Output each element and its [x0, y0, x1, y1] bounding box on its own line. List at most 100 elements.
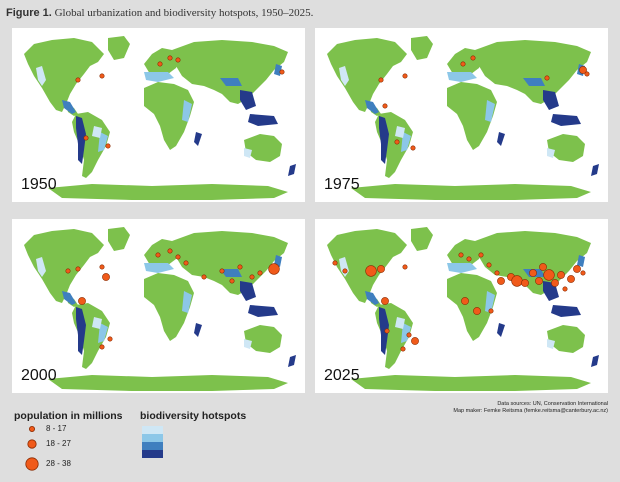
- hotspot-sundaland: [551, 114, 581, 126]
- city-marker: [460, 61, 466, 67]
- world-map-2000: [24, 227, 296, 391]
- map-panel-1950: 1950: [12, 28, 305, 202]
- hotspot-indochina: [240, 281, 256, 301]
- hotspot-sundaland: [248, 305, 278, 317]
- antarctica-land: [48, 375, 288, 391]
- city-marker: [279, 69, 285, 75]
- population-legend-label: 28 - 38: [46, 459, 71, 468]
- world-map-1950: [24, 36, 296, 200]
- city-marker: [400, 346, 406, 352]
- hotspot-new-zealand: [591, 355, 599, 367]
- city-marker: [562, 286, 568, 292]
- city-marker: [257, 270, 263, 276]
- north-america-land: [327, 229, 407, 303]
- city-marker: [183, 260, 189, 266]
- hotspot-east-africa: [182, 291, 192, 313]
- hotspot-atlantic-forest: [98, 323, 108, 343]
- north-america-land: [327, 38, 407, 112]
- africa-land: [144, 273, 194, 341]
- hotspot-sundaland: [551, 305, 581, 317]
- hotspot-new-zealand: [591, 164, 599, 176]
- hotspot-swatch-4: [142, 450, 163, 458]
- city-marker: [384, 328, 390, 334]
- hotspot-swatch-3: [142, 442, 163, 450]
- hotspot-andes: [76, 116, 86, 164]
- hotspot-himalaya: [220, 269, 242, 277]
- hotspot-swa: [547, 339, 555, 349]
- city-marker: [107, 336, 113, 342]
- city-marker: [543, 269, 555, 281]
- hotspot-mediterranean: [144, 72, 174, 82]
- hotspot-swa: [244, 339, 252, 349]
- city-marker: [102, 273, 110, 281]
- city-marker: [157, 61, 163, 67]
- africa-land: [447, 82, 497, 150]
- small-circle-icon: [29, 426, 35, 432]
- hotspot-east-africa: [182, 100, 192, 122]
- city-marker: [83, 135, 89, 141]
- city-marker: [381, 297, 389, 305]
- hotspot-madagascar: [194, 323, 202, 337]
- city-marker: [75, 77, 81, 83]
- figure-label: Figure 1.: [6, 7, 52, 19]
- asia-land: [475, 40, 591, 104]
- city-marker: [75, 266, 81, 272]
- city-marker: [579, 66, 587, 74]
- hotspot-mediterranean: [447, 263, 477, 273]
- city-marker: [488, 308, 494, 314]
- europe-land: [447, 48, 483, 76]
- asia-land: [475, 231, 591, 295]
- hotspot-atlantic-forest: [401, 323, 411, 343]
- city-marker: [466, 256, 472, 262]
- sources-line: Data sources: UN, Conservation Internati…: [497, 401, 608, 407]
- hotspot-swatch-1: [142, 426, 163, 434]
- city-marker: [521, 279, 529, 287]
- city-marker: [99, 264, 105, 270]
- city-marker: [155, 252, 161, 258]
- hotspot-madagascar: [497, 323, 505, 337]
- year-label-2000: 2000: [21, 367, 57, 384]
- city-marker: [539, 263, 547, 271]
- hotspot-mesoamerica: [365, 100, 379, 114]
- city-marker: [268, 263, 280, 275]
- biodiversity-legend-title: biodiversity hotspots: [140, 410, 247, 422]
- hotspot-swa: [244, 148, 252, 158]
- hotspot-swatch-2: [142, 434, 163, 442]
- city-marker: [410, 145, 416, 151]
- city-marker: [411, 337, 419, 345]
- hotspot-madagascar: [497, 132, 505, 146]
- city-marker: [78, 297, 86, 305]
- hotspot-swa: [547, 148, 555, 158]
- city-marker: [461, 297, 469, 305]
- city-marker: [382, 103, 388, 109]
- hotspot-california: [36, 257, 46, 277]
- antarctica-land: [351, 184, 591, 200]
- population-legend-title: population in millions: [14, 410, 123, 422]
- city-marker: [529, 269, 537, 277]
- hotspot-california: [36, 66, 46, 86]
- city-marker: [473, 307, 481, 315]
- map-panel-2025: 2025: [315, 219, 608, 393]
- city-marker: [99, 344, 105, 350]
- city-marker: [65, 268, 71, 274]
- medium-circle-icon: [27, 439, 37, 449]
- greenland-land: [108, 227, 130, 251]
- city-marker: [175, 254, 181, 260]
- hotspot-atlantic-forest: [401, 132, 411, 152]
- antarctica-land: [48, 184, 288, 200]
- figure-title: Global urbanization and biodiversity hot…: [54, 7, 314, 19]
- city-marker: [470, 55, 476, 61]
- year-label-1975: 1975: [324, 176, 360, 193]
- hotspot-california: [339, 66, 349, 86]
- city-marker: [497, 277, 505, 285]
- hotspot-east-africa: [485, 291, 495, 313]
- city-marker: [478, 252, 484, 258]
- city-marker: [584, 71, 590, 77]
- europe-land: [144, 48, 180, 76]
- large-circle-icon: [25, 457, 39, 471]
- city-marker: [402, 264, 408, 270]
- hotspot-cerrado: [395, 317, 405, 329]
- world-map-1975: [327, 36, 599, 200]
- australia-land: [244, 134, 282, 162]
- hotspot-new-zealand: [288, 164, 296, 176]
